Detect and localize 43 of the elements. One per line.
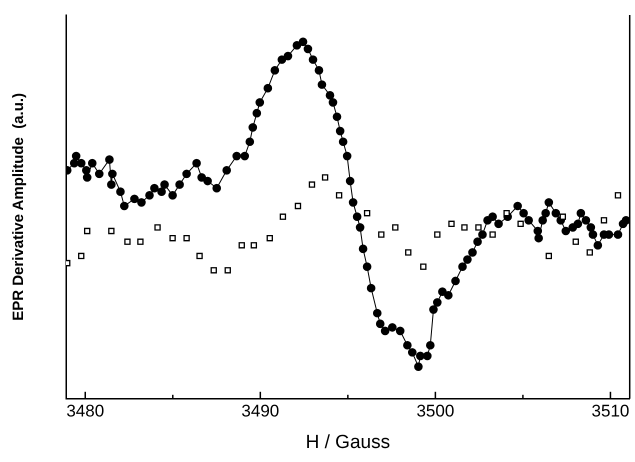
x-tick-label: 3500	[416, 402, 454, 421]
point	[378, 231, 384, 238]
point	[238, 242, 245, 248]
point	[405, 249, 412, 256]
point	[169, 234, 176, 242]
point	[322, 174, 328, 181]
point	[448, 220, 455, 228]
point	[124, 238, 131, 245]
point	[84, 228, 90, 234]
point	[336, 192, 342, 198]
x-tick-label: 3510	[592, 402, 630, 421]
point	[420, 264, 426, 270]
point	[560, 214, 566, 220]
point	[364, 210, 370, 216]
point	[517, 220, 524, 228]
point	[154, 224, 161, 231]
x-tick-label: 3490	[241, 402, 280, 421]
point	[489, 231, 496, 238]
point	[108, 228, 115, 234]
point	[266, 234, 273, 242]
point	[183, 234, 190, 242]
point	[461, 224, 468, 231]
point	[224, 267, 231, 274]
point	[614, 192, 622, 198]
point	[475, 224, 482, 231]
point	[572, 238, 579, 245]
point	[196, 252, 203, 260]
point	[280, 214, 286, 220]
point	[586, 249, 593, 256]
point	[600, 217, 608, 224]
point	[546, 252, 552, 260]
point	[250, 242, 258, 248]
point	[210, 267, 217, 274]
point	[294, 202, 302, 210]
x-tick-label: 3480	[66, 402, 104, 421]
point	[308, 181, 316, 188]
point	[78, 252, 84, 260]
point	[392, 224, 398, 231]
x-axis-title: H / Gauss	[306, 432, 390, 453]
point	[137, 238, 144, 245]
point	[503, 210, 510, 216]
y-axis-title: EPR Derivative Amplitude (a.u.)	[10, 92, 28, 321]
point	[434, 231, 441, 238]
